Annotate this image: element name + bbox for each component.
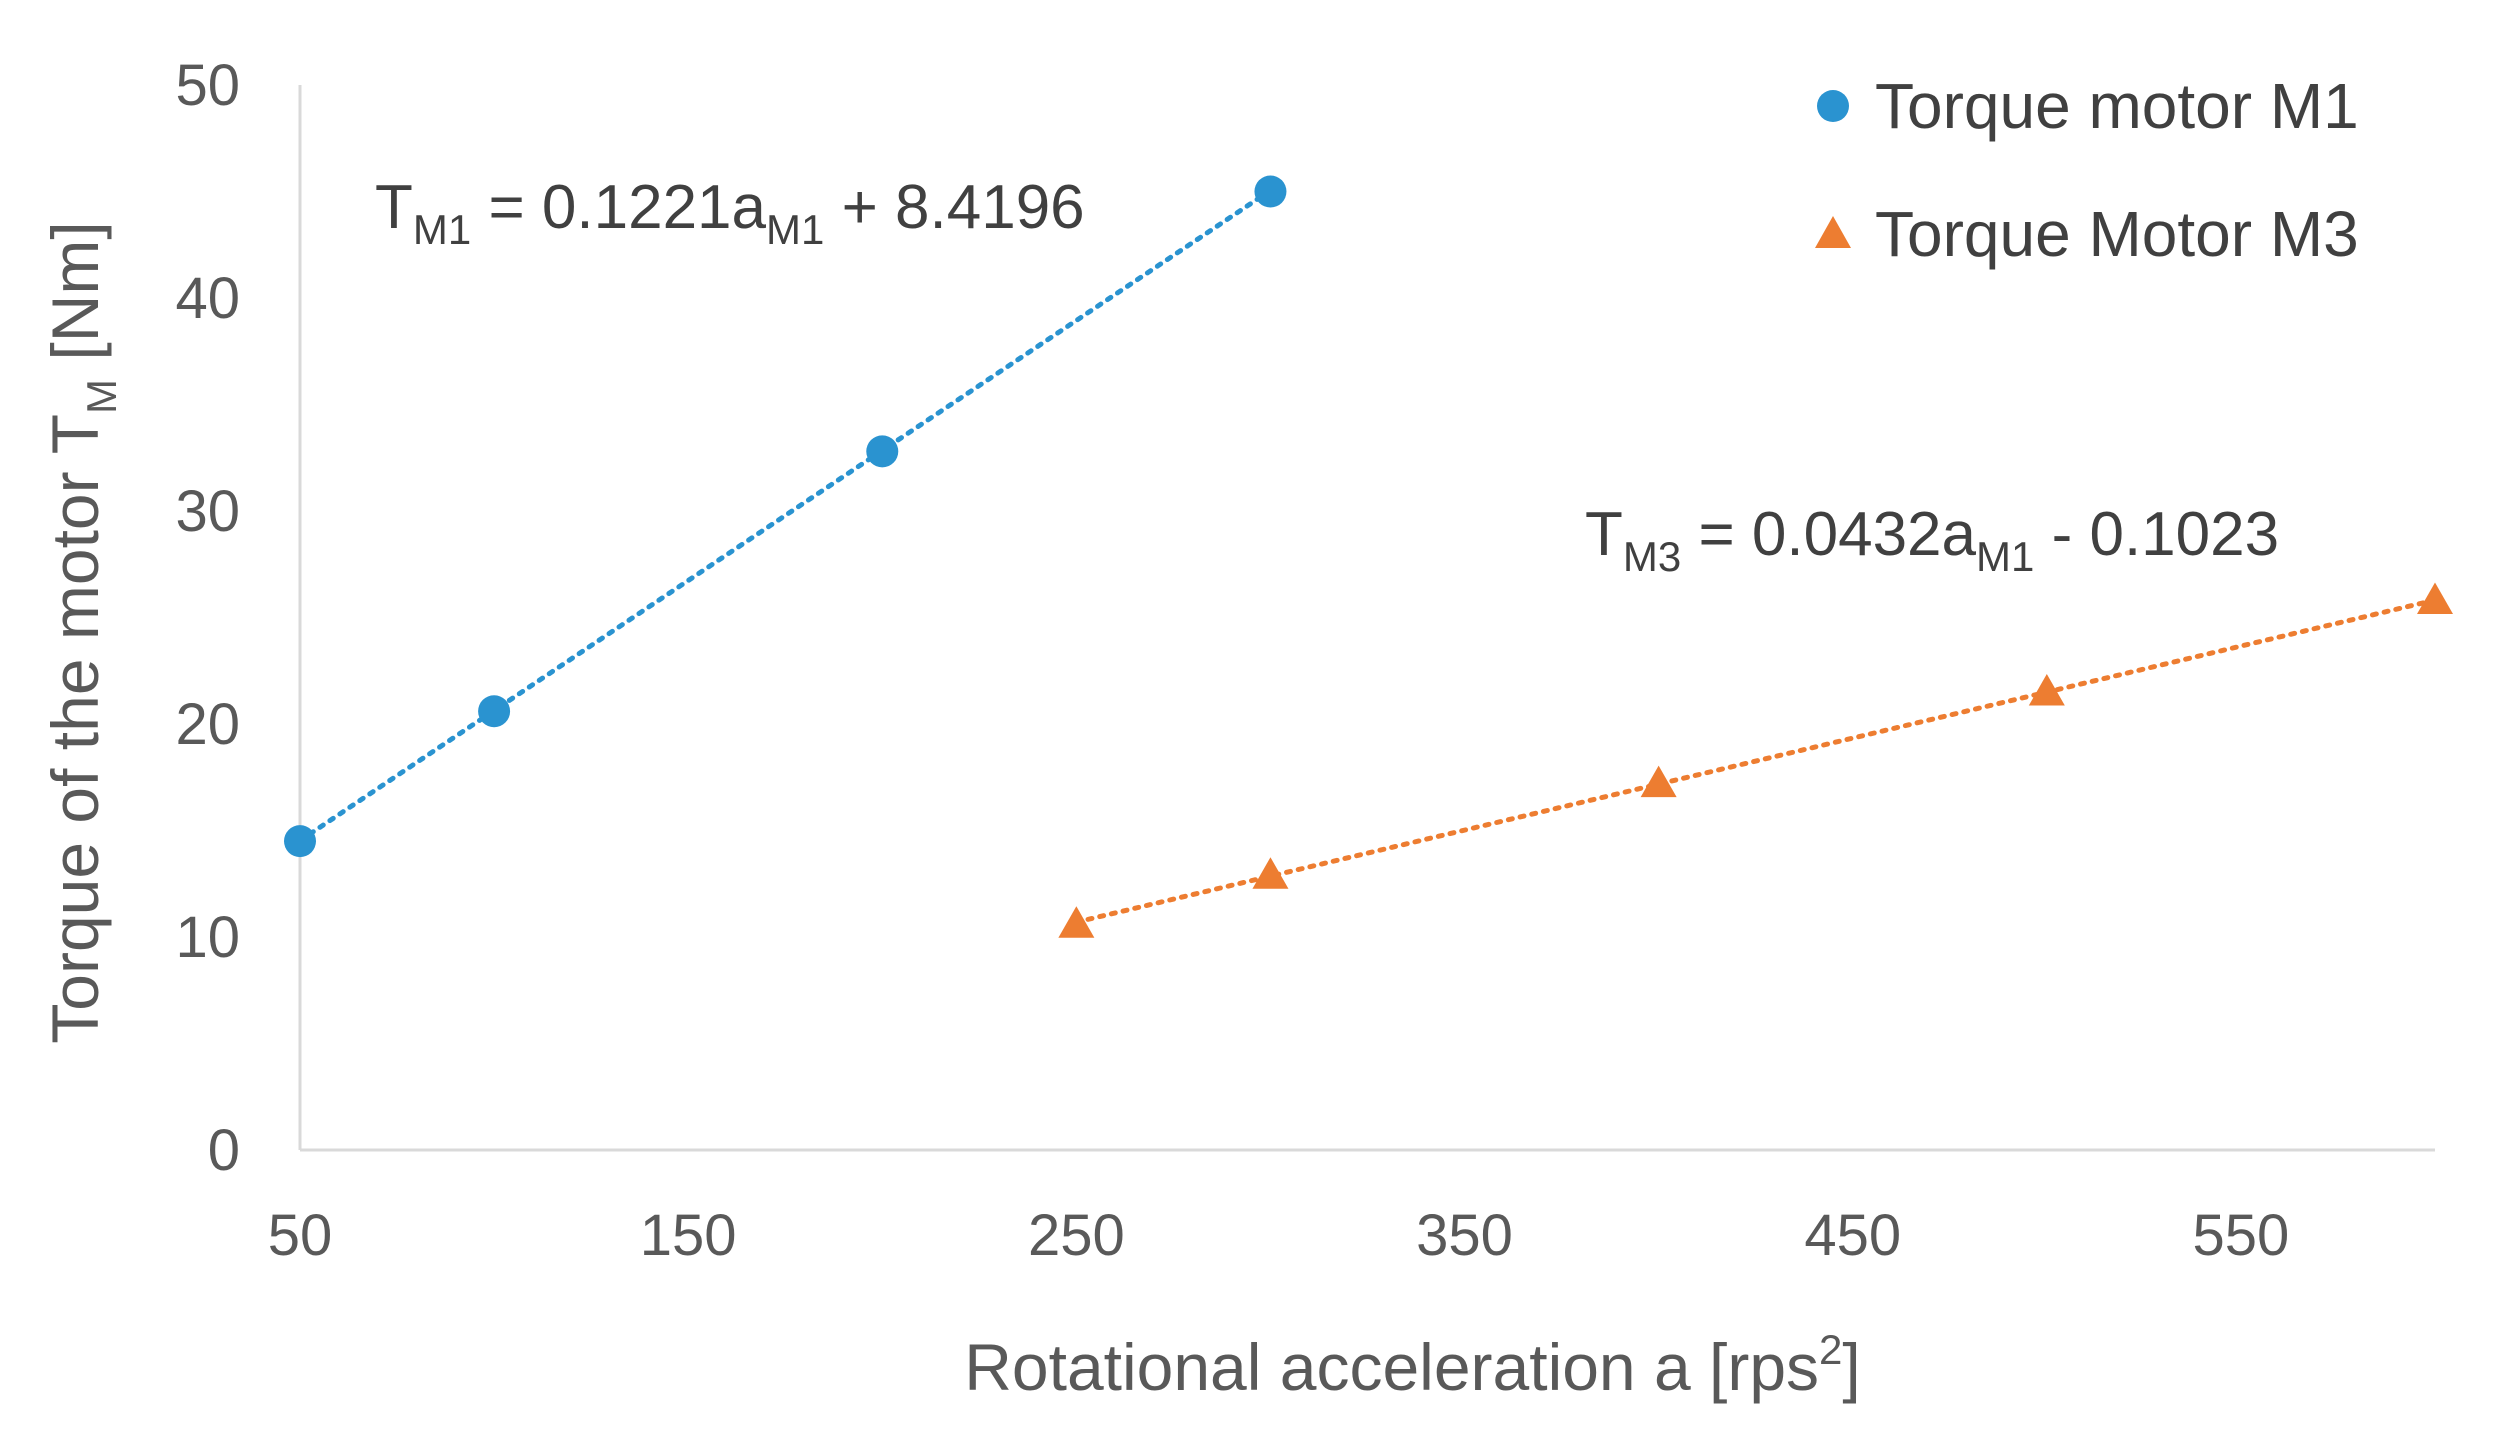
data-point-m3 xyxy=(1640,765,1677,798)
y-tick-label: 40 xyxy=(175,266,240,331)
equation-part: M3 xyxy=(1623,533,1681,580)
equation-part: - 0.1023 xyxy=(2034,500,2279,569)
y-tick-label: 20 xyxy=(175,692,240,757)
y-tick-label: 10 xyxy=(175,905,240,970)
x-axis-title-end: ] xyxy=(1842,1330,1860,1404)
x-tick-label: 250 xyxy=(1028,1203,1125,1268)
equation-part: = 0.1221a xyxy=(471,173,766,242)
x-axis-title-sup: 2 xyxy=(1819,1326,1842,1373)
data-point-m3 xyxy=(1252,857,1289,889)
y-axis-title-end: [Nm] xyxy=(38,221,112,379)
data-point-m1 xyxy=(284,825,316,858)
y-tick-label: 0 xyxy=(208,1118,240,1183)
equation-part: + 8.4196 xyxy=(824,173,1084,242)
data-point-m1 xyxy=(1254,175,1287,208)
x-tick-label: 50 xyxy=(268,1203,333,1268)
equation-label-m3: TM3 = 0.0432aM1 - 0.1023 xyxy=(1585,500,2279,580)
data-point-m1 xyxy=(478,695,511,728)
trendlines xyxy=(297,187,2438,925)
x-tick-label: 150 xyxy=(640,1203,737,1268)
y-tick-label: 30 xyxy=(175,479,240,544)
legend-marker-m3 xyxy=(1815,216,1851,248)
equation-label-m1: TM1 = 0.1221aM1 + 8.4196 xyxy=(375,173,1085,253)
x-axis-title-main: Rotational acceleration a [rps xyxy=(964,1330,1819,1404)
equation-part: = 0.0432a xyxy=(1681,500,1976,569)
data-point-m3 xyxy=(2028,674,2065,706)
data-point-m3 xyxy=(2417,582,2453,614)
equation-part: M1 xyxy=(1976,533,2034,580)
legend-marker-m1 xyxy=(1817,90,1849,122)
y-tick-label: 50 xyxy=(175,53,240,118)
x-axis-title: Rotational acceleration a [rps2] xyxy=(964,1326,1861,1404)
equation-part: M1 xyxy=(413,206,471,253)
equation-part: M1 xyxy=(766,206,824,253)
y-axis-title-main: Torque of the motor T xyxy=(38,414,112,1044)
data-point-m3 xyxy=(1058,906,1095,938)
equation-part: T xyxy=(1585,500,1623,569)
labels: 0 10 20 30 40 50 50 150 250 350 450 550 Rotational a… xyxy=(38,53,2359,1404)
trendline-m3 xyxy=(1073,597,2438,925)
axes xyxy=(298,85,2435,1152)
legend-label-m3: Torque Motor M3 xyxy=(1875,198,2359,270)
y-axis-title-sub: M xyxy=(78,379,125,414)
trendline-m1 xyxy=(297,187,1273,844)
equation-part: T xyxy=(375,173,413,242)
x-tick-label: 350 xyxy=(1416,1203,1513,1268)
legend-label-m1: Torque motor M1 xyxy=(1875,70,2359,142)
y-axis-title: Torque of the motor TM [Nm] xyxy=(38,221,125,1043)
data-point-m1 xyxy=(866,435,899,468)
x-tick-label: 450 xyxy=(1804,1203,1901,1268)
data-points xyxy=(284,175,2453,938)
x-tick-label: 550 xyxy=(2193,1203,2290,1268)
